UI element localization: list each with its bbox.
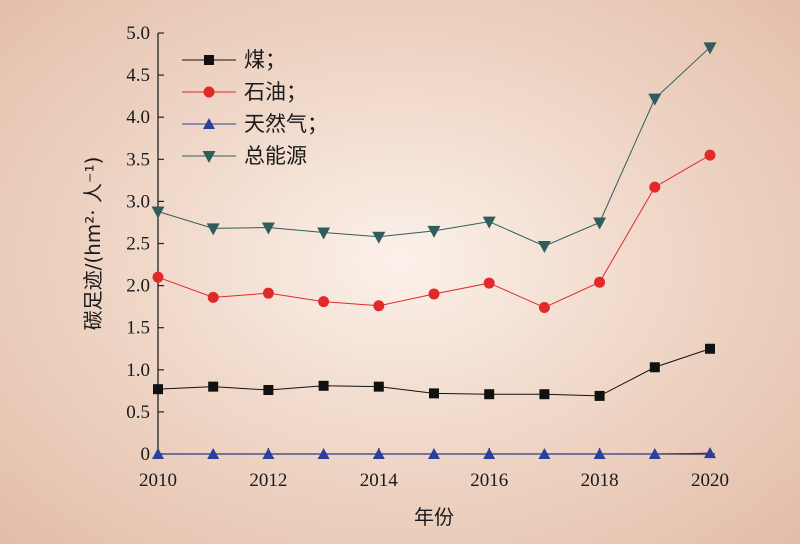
data-point — [373, 381, 384, 392]
x-tick-label: 2012 — [249, 470, 287, 491]
legend-item: 煤； — [182, 48, 286, 72]
data-point — [704, 447, 716, 459]
data-point — [372, 448, 385, 459]
y-tick-label: 4.0 — [126, 107, 150, 128]
y-tick-label: 1.0 — [126, 360, 150, 381]
x-tick-label: 2016 — [470, 470, 508, 491]
data-point — [482, 216, 496, 229]
data-point — [649, 362, 660, 373]
data-point — [539, 389, 550, 400]
data-point — [153, 384, 163, 395]
data-point — [704, 149, 716, 161]
data-point — [594, 390, 605, 401]
series-1 — [153, 343, 715, 401]
data-point — [648, 93, 662, 106]
series-3 — [152, 447, 716, 459]
legend-item: 石油； — [182, 80, 307, 104]
y-tick-label: 3.0 — [126, 191, 150, 212]
y-tick-label: 1.5 — [126, 318, 150, 339]
data-point — [483, 277, 495, 289]
legend-item: 总能源 — [182, 144, 307, 168]
data-point — [428, 288, 440, 300]
data-point — [263, 385, 274, 396]
legend-item: 天然气； — [182, 112, 328, 136]
axes: 0 0.5 1.0 1.5 2.0 2.5 3.0 3.5 4.0 4.5 5.0 2010 2012 2… — [126, 23, 729, 491]
legend-marker — [204, 55, 214, 65]
series-layer — [151, 42, 717, 459]
data-point — [317, 448, 330, 459]
data-point — [537, 241, 551, 254]
data-point — [427, 225, 441, 238]
data-point — [318, 296, 330, 308]
x-tick-label: 2010 — [139, 470, 177, 491]
data-point — [594, 276, 606, 288]
data-point — [318, 380, 329, 391]
y-tick-label: 2.0 — [126, 276, 150, 297]
legend: 煤； 石油； 天然气； 总能源 — [182, 48, 328, 168]
y-tick-label: 3.5 — [126, 149, 150, 170]
legend-marker — [203, 86, 215, 98]
data-point — [372, 231, 386, 244]
data-point — [373, 300, 385, 312]
series-2 — [152, 149, 716, 313]
series-4 — [151, 42, 717, 254]
data-point — [207, 291, 219, 303]
legend-marker — [202, 151, 216, 163]
data-point — [484, 389, 495, 400]
y-tick-label: 4.5 — [126, 65, 150, 86]
x-tick-label: 2020 — [691, 470, 729, 491]
legend-label: 煤； — [244, 48, 286, 72]
y-tick-label: 0.5 — [126, 402, 150, 423]
y-tick-label: 0 — [141, 444, 151, 465]
data-point — [152, 448, 164, 459]
data-point — [317, 227, 331, 240]
data-point — [262, 448, 275, 459]
data-point — [206, 223, 220, 236]
data-point — [152, 271, 164, 283]
legend-label: 石油； — [244, 80, 307, 104]
data-point — [593, 448, 606, 459]
data-point — [207, 448, 220, 459]
x-tick-label: 2014 — [360, 470, 399, 491]
data-point — [208, 381, 219, 392]
y-tick-label: 5.0 — [126, 23, 150, 44]
data-point — [703, 42, 717, 55]
y-tick-label: 2.5 — [126, 234, 150, 255]
data-point — [429, 388, 439, 399]
data-point — [262, 287, 274, 299]
y-axis-title: 碳足迹/(hm²· 人⁻¹) — [81, 157, 105, 331]
x-axis-title: 年份 — [414, 505, 454, 529]
data-point — [151, 206, 165, 219]
legend-marker — [203, 118, 215, 129]
legend-label: 天然气； — [244, 112, 328, 136]
data-point — [261, 222, 275, 235]
data-point — [705, 343, 715, 354]
x-tick-label: 2018 — [581, 470, 619, 491]
legend-label: 总能源 — [244, 144, 307, 168]
data-point — [649, 181, 661, 193]
data-point — [483, 448, 496, 459]
data-point — [538, 301, 550, 313]
data-point — [538, 448, 551, 459]
data-point — [593, 217, 607, 230]
data-point — [648, 448, 661, 459]
series-line — [157, 46, 711, 247]
data-point — [428, 448, 440, 459]
